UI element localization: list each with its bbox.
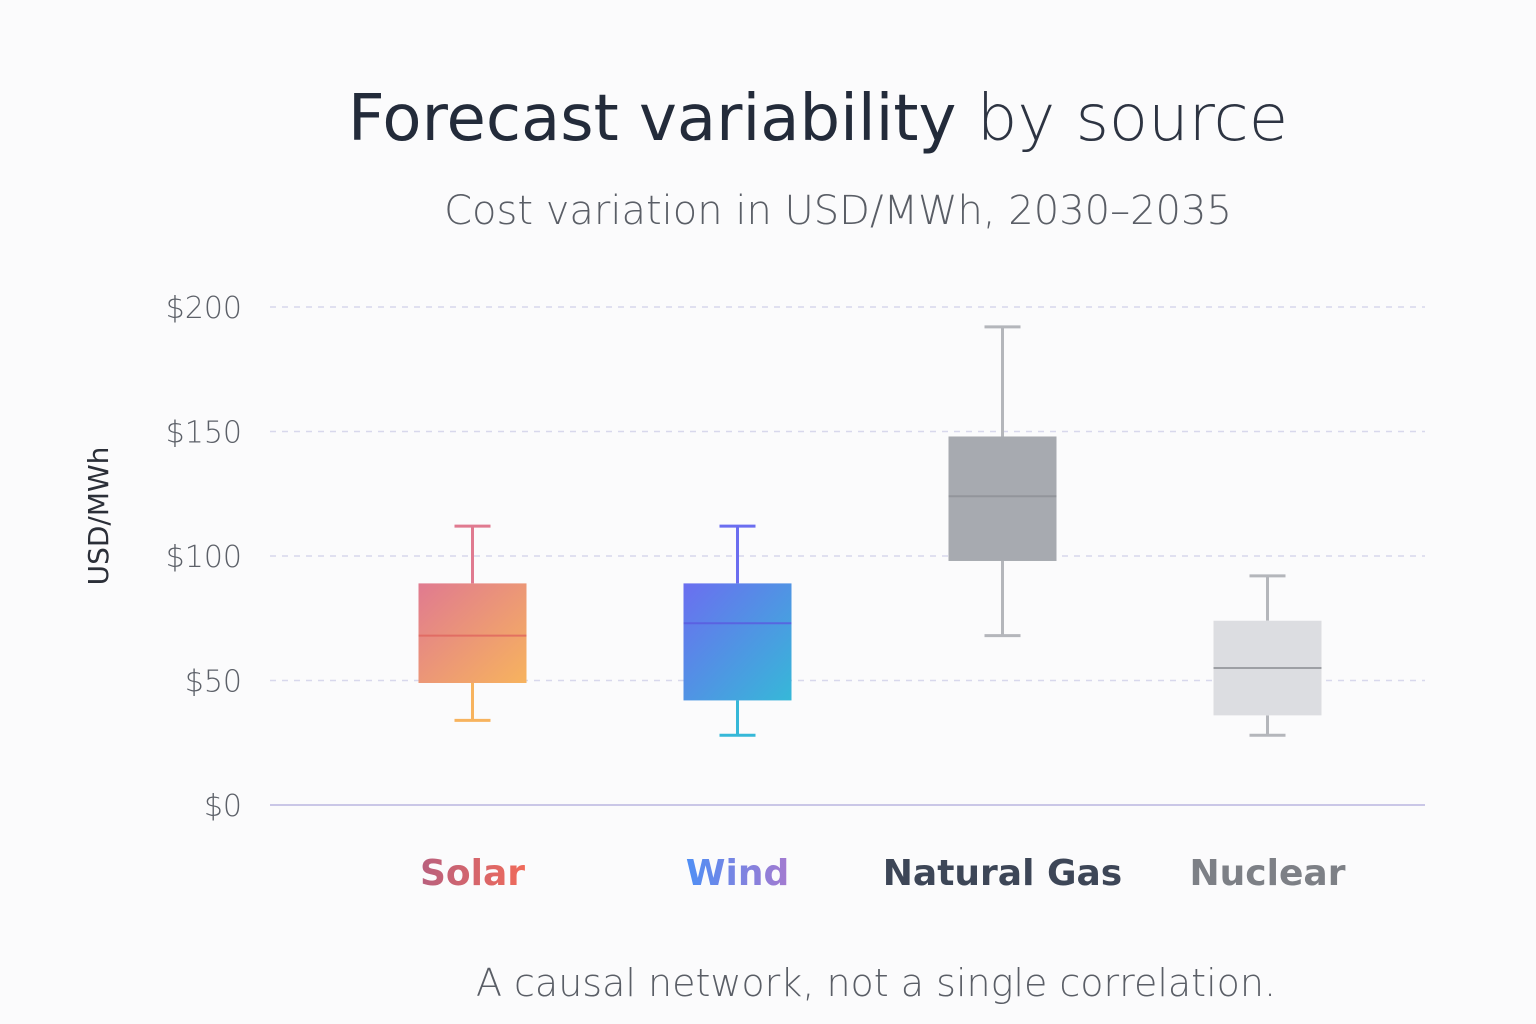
box-nuclear [1213,574,1322,737]
y-axis-label: USD/MWh [82,447,115,586]
box-iqr [418,583,527,683]
box-natural-gas [948,325,1057,638]
box-wind [683,524,792,737]
y-tick-label: $100 [166,540,242,575]
box-iqr [683,583,792,701]
footnote: A causal network, not a single correlati… [476,961,1276,1005]
box-solar [418,524,527,722]
x-tick-label: Natural Gas [883,853,1122,894]
x-tick-label: Solar [420,853,525,894]
box-iqr [948,436,1057,561]
chart-title-rest: by source [956,82,1288,156]
y-tick-label: $150 [166,416,242,451]
x-tick-label: Wind [686,853,789,894]
y-tick-label: $50 [185,665,242,700]
chart-subtitle: Cost variation in USD/MWh, 2030–2035 [444,188,1232,234]
y-tick-label: $0 [204,789,242,824]
chart-title: Forecast variability by source [348,82,1288,156]
y-tick-label: $200 [166,291,242,326]
chart-title-main: Forecast variability [348,82,957,156]
x-tick-label: Nuclear [1190,853,1346,894]
